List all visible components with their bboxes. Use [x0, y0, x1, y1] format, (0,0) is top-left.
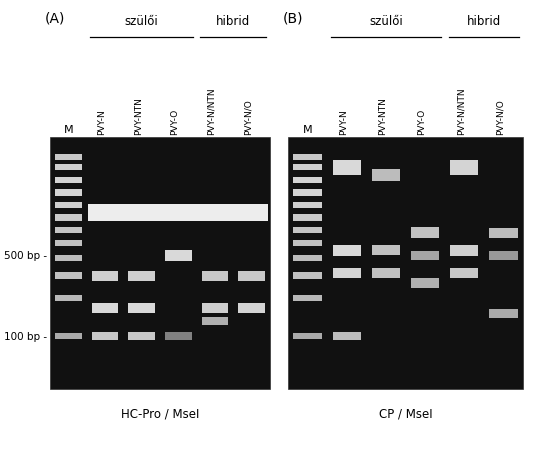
- Text: M: M: [64, 125, 73, 135]
- Bar: [294, 215, 322, 221]
- Bar: [450, 268, 478, 278]
- Text: PVY-N: PVY-N: [339, 109, 348, 135]
- Bar: [294, 165, 322, 171]
- Bar: [55, 295, 81, 302]
- Bar: [202, 317, 228, 326]
- Bar: [450, 161, 478, 175]
- Bar: [333, 332, 361, 341]
- Bar: [294, 190, 322, 196]
- Bar: [55, 165, 81, 171]
- Text: PVY-N/NTN: PVY-N/NTN: [456, 87, 465, 135]
- Bar: [92, 303, 118, 313]
- Bar: [55, 202, 81, 209]
- Text: PVY-N/O: PVY-N/O: [495, 99, 504, 135]
- Text: 500 bp -: 500 bp -: [4, 251, 47, 261]
- Bar: [294, 177, 322, 183]
- Text: 100 bp -: 100 bp -: [4, 331, 47, 341]
- Bar: [489, 251, 518, 261]
- Text: hibrid: hibrid: [467, 15, 501, 28]
- Bar: [489, 309, 518, 318]
- Bar: [411, 251, 439, 261]
- Bar: [294, 155, 322, 161]
- Bar: [411, 228, 439, 238]
- Bar: [411, 279, 439, 288]
- Bar: [450, 246, 478, 256]
- Bar: [294, 202, 322, 209]
- Bar: [333, 268, 361, 279]
- Bar: [202, 271, 228, 281]
- Bar: [55, 255, 81, 262]
- Text: PVY-NTN: PVY-NTN: [133, 97, 143, 135]
- Bar: [372, 268, 400, 278]
- Bar: [55, 190, 81, 196]
- Bar: [294, 255, 322, 262]
- Bar: [165, 333, 191, 340]
- Bar: [165, 251, 191, 261]
- Bar: [294, 333, 322, 339]
- Text: PVY-O: PVY-O: [170, 108, 180, 135]
- Text: PVY-NTN: PVY-NTN: [378, 97, 387, 135]
- Text: CP / MseI: CP / MseI: [379, 407, 433, 420]
- Text: szülői: szülői: [125, 15, 159, 28]
- Bar: [288, 138, 523, 389]
- Bar: [294, 295, 322, 302]
- Bar: [294, 273, 322, 279]
- Text: PVY-O: PVY-O: [417, 108, 426, 135]
- Bar: [129, 332, 155, 341]
- Bar: [55, 333, 81, 339]
- Text: hibrid: hibrid: [216, 15, 250, 28]
- Text: szülői: szülői: [369, 15, 403, 28]
- Bar: [202, 303, 228, 313]
- Bar: [55, 177, 81, 183]
- Bar: [129, 303, 155, 313]
- Bar: [55, 240, 81, 247]
- Bar: [55, 228, 81, 234]
- Bar: [239, 303, 265, 313]
- Bar: [92, 271, 118, 281]
- Bar: [55, 155, 81, 161]
- Bar: [239, 271, 265, 281]
- Text: (B): (B): [283, 12, 303, 26]
- Text: M: M: [303, 125, 312, 135]
- Bar: [489, 228, 518, 238]
- Bar: [294, 240, 322, 247]
- Bar: [372, 169, 400, 182]
- Bar: [55, 273, 81, 279]
- Bar: [372, 246, 400, 256]
- Bar: [92, 332, 118, 341]
- Text: (A): (A): [45, 12, 65, 26]
- Bar: [333, 246, 361, 256]
- Bar: [129, 271, 155, 281]
- Bar: [55, 215, 81, 221]
- Text: PVY-N/O: PVY-N/O: [244, 99, 252, 135]
- Bar: [88, 204, 268, 222]
- Bar: [333, 160, 361, 176]
- Text: PVY-N: PVY-N: [97, 109, 106, 135]
- Bar: [294, 228, 322, 234]
- Text: HC-Pro / MseI: HC-Pro / MseI: [121, 407, 199, 420]
- Text: PVY-N/NTN: PVY-N/NTN: [207, 87, 216, 135]
- Bar: [50, 138, 270, 389]
